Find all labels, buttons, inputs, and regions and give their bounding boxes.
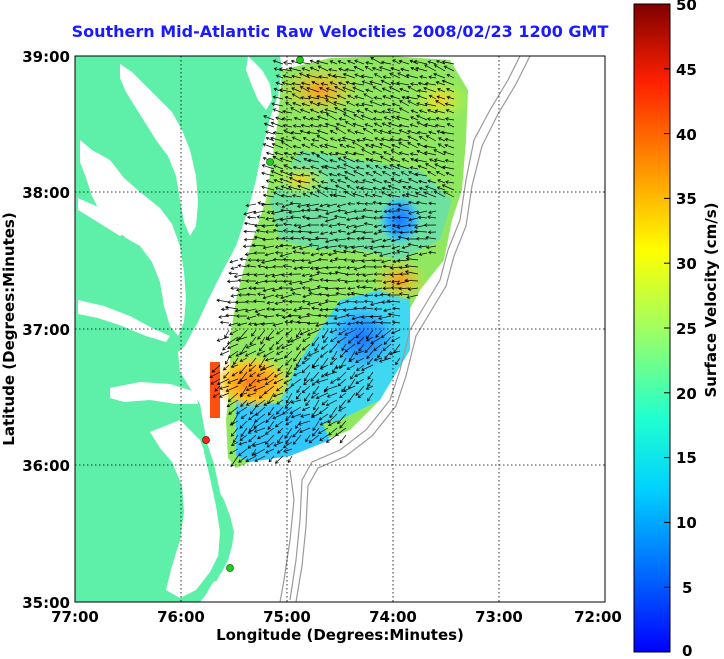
pamlico-sound xyxy=(150,420,222,598)
y-tick-label: 38:00 xyxy=(22,184,70,202)
outer-banks-land xyxy=(204,440,228,582)
colorbar-tick-label: 50 xyxy=(676,0,697,14)
colorbar-tick-label: 35 xyxy=(676,190,697,208)
x-tick-label: 77:00 xyxy=(51,608,99,626)
colorbar-tick-label: 40 xyxy=(676,126,697,144)
mid-station-marker xyxy=(266,158,274,166)
hatteras-station-marker xyxy=(202,436,210,444)
y-tick-label: 36:00 xyxy=(22,457,70,475)
x-axis-ticks: 77:00 76:00 75:00 74:00 73:00 72:00 xyxy=(51,608,622,626)
colorbar-tick-labels: 50 45 40 35 30 25 20 15 10 5 0 xyxy=(676,0,697,659)
colorbar-tick-label: 45 xyxy=(676,61,697,79)
map-grid xyxy=(75,56,605,602)
colorbar-label: Surface Velocity (cm/s) xyxy=(702,202,720,397)
x-tick-label: 75:00 xyxy=(263,608,311,626)
north-station-marker xyxy=(296,56,304,64)
map-title: Southern Mid-Atlantic Raw Velocities 200… xyxy=(71,22,609,41)
plot-frame xyxy=(74,55,606,603)
y-axis-label: Latitude (Degrees:Minutes) xyxy=(0,212,18,445)
colorbar-tick-label: 25 xyxy=(676,320,697,338)
colorbar-tick-label: 15 xyxy=(676,449,697,467)
x-axis-label: Longitude (Degrees:Minutes) xyxy=(216,626,464,644)
chesapeake-arm xyxy=(120,64,198,236)
chesapeake-bay xyxy=(80,140,186,336)
y-tick-label: 35:00 xyxy=(22,594,70,612)
velocity-arrows xyxy=(209,57,455,468)
y-tick-label: 39:00 xyxy=(22,48,70,66)
colorbar-ticks xyxy=(664,3,670,653)
colorbar-tick-label: 5 xyxy=(682,579,692,597)
y-tick-label: 37:00 xyxy=(22,321,70,339)
x-tick-label: 76:00 xyxy=(157,608,205,626)
velocity-arrow-set xyxy=(209,57,455,468)
potomac-river xyxy=(78,198,128,236)
x-tick-label: 73:00 xyxy=(475,608,523,626)
colorbar-tick-label: 10 xyxy=(676,514,697,532)
delaware-bay xyxy=(246,56,272,110)
james-river xyxy=(78,300,170,342)
colorbar-tick-label: 20 xyxy=(676,385,697,403)
x-tick-label: 72:00 xyxy=(574,608,622,626)
x-tick-label: 74:00 xyxy=(369,608,417,626)
y-axis-ticks: 39:00 38:00 37:00 36:00 35:00 xyxy=(22,48,70,612)
colorbar-tick-label: 0 xyxy=(682,642,692,659)
south-station-marker xyxy=(226,564,234,572)
bathymetry-contours xyxy=(279,56,531,602)
albemarle-sound xyxy=(110,382,198,404)
colorbar-tick-label: 30 xyxy=(676,255,697,273)
